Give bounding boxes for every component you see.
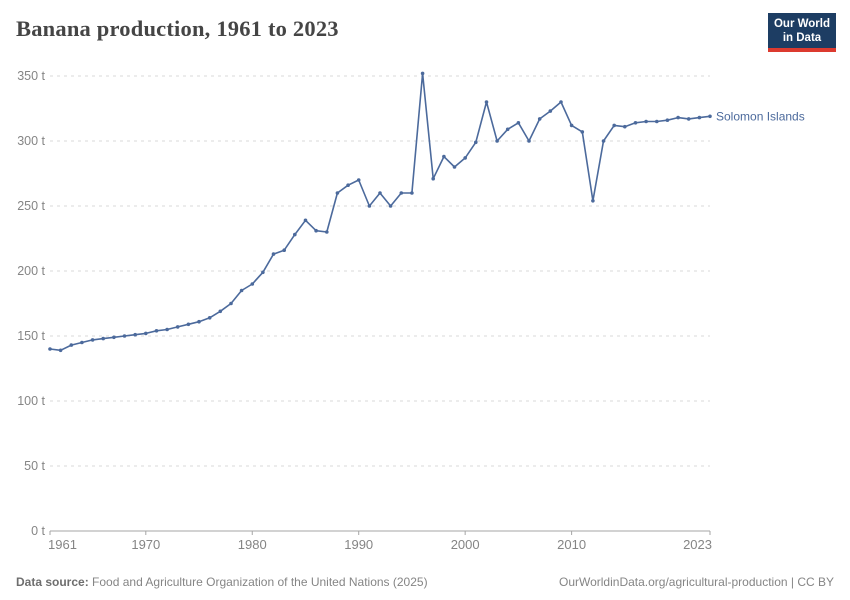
x-axis-tick-label: 1970	[131, 537, 160, 552]
y-axis-tick-label: 150 t	[17, 329, 45, 343]
data-point	[122, 334, 127, 338]
data-point	[112, 335, 116, 340]
x-axis-tick-label: 1961	[48, 537, 77, 552]
data-point	[271, 252, 276, 256]
data-point	[410, 191, 414, 195]
x-axis-tick-label: 1980	[238, 537, 267, 552]
data-point	[548, 109, 553, 113]
data-point	[314, 228, 318, 233]
y-axis-tick-label: 50 t	[24, 459, 45, 473]
data-point	[399, 191, 404, 195]
data-point	[442, 154, 446, 159]
data-point	[591, 199, 595, 203]
data-point	[197, 319, 201, 324]
data-point	[655, 119, 659, 124]
data-point	[165, 327, 169, 332]
data-point	[708, 114, 712, 119]
series-label-solomon-islands: Solomon Islands	[716, 109, 805, 123]
data-point	[282, 248, 287, 252]
data-point	[452, 165, 457, 169]
data-point	[335, 191, 340, 195]
data-point	[356, 178, 361, 182]
y-axis-tick-label: 250 t	[17, 199, 45, 213]
footer-link[interactable]: OurWorldinData.org/agricultural-producti…	[558, 575, 834, 589]
y-axis-tick-label: 200 t	[17, 264, 45, 278]
owid-logo[interactable]: Our World in Data	[768, 13, 836, 52]
data-point	[495, 139, 499, 143]
data-source-text: Food and Agriculture Organization of the…	[88, 575, 428, 589]
x-axis-tick-label: 2010	[557, 537, 586, 552]
data-point	[505, 127, 510, 132]
data-point	[175, 325, 180, 329]
data-point	[431, 176, 436, 181]
x-axis-tick-label: 1990	[344, 537, 373, 552]
data-point	[580, 130, 585, 134]
data-point	[133, 332, 137, 337]
data-point	[218, 309, 223, 314]
data-point	[346, 183, 350, 187]
data-point	[537, 117, 542, 121]
data-point	[474, 140, 478, 145]
data-point	[207, 316, 212, 320]
data-point	[90, 338, 95, 342]
data-point	[644, 119, 648, 124]
data-point	[293, 232, 297, 237]
data-point	[463, 156, 468, 160]
data-point	[378, 191, 382, 195]
x-axis-tick-label: 2023	[683, 537, 712, 552]
data-point	[80, 340, 84, 345]
data-point	[303, 218, 308, 223]
data-point	[48, 347, 52, 351]
data-point	[154, 329, 159, 333]
x-axis-tick-label: 2000	[451, 537, 480, 552]
data-point	[676, 115, 680, 120]
data-point	[388, 204, 393, 208]
data-point	[612, 123, 616, 128]
data-point	[101, 336, 105, 341]
data-point	[527, 139, 531, 143]
data-source-note: Data source: Food and Agriculture Organi…	[16, 575, 428, 589]
data-line-solomon-islands	[49, 72, 711, 352]
data-point	[325, 230, 329, 234]
data-point	[665, 118, 670, 122]
data-point	[623, 124, 627, 129]
data-point	[686, 117, 691, 121]
data-point	[239, 288, 244, 293]
chart-footer: Data source: Food and Agriculture Organi…	[16, 575, 834, 589]
data-point	[697, 115, 702, 120]
owid-logo-line2: in Data	[782, 31, 822, 44]
data-point	[229, 301, 233, 306]
data-point	[516, 121, 521, 125]
y-axis-tick-label: 350 t	[17, 69, 45, 83]
y-axis-tick-label: 0 t	[31, 524, 45, 538]
data-point	[484, 100, 489, 104]
chart-title: Banana production, 1961 to 2023	[16, 16, 339, 41]
y-axis-tick-label: 300 t	[17, 134, 45, 148]
data-point	[58, 348, 63, 353]
data-point	[186, 322, 191, 327]
data-point	[250, 282, 255, 286]
data-point	[420, 71, 425, 76]
data-point	[569, 123, 574, 128]
data-point	[601, 139, 606, 143]
data-point	[367, 204, 372, 208]
data-point	[633, 121, 638, 125]
data-point	[144, 331, 148, 336]
data-point	[69, 343, 74, 347]
data-source-label: Data source:	[16, 575, 89, 589]
data-point	[559, 100, 563, 104]
y-axis-tick-label: 100 t	[17, 394, 45, 408]
data-point	[261, 270, 265, 275]
owid-logo-line1: Our World	[773, 17, 830, 30]
